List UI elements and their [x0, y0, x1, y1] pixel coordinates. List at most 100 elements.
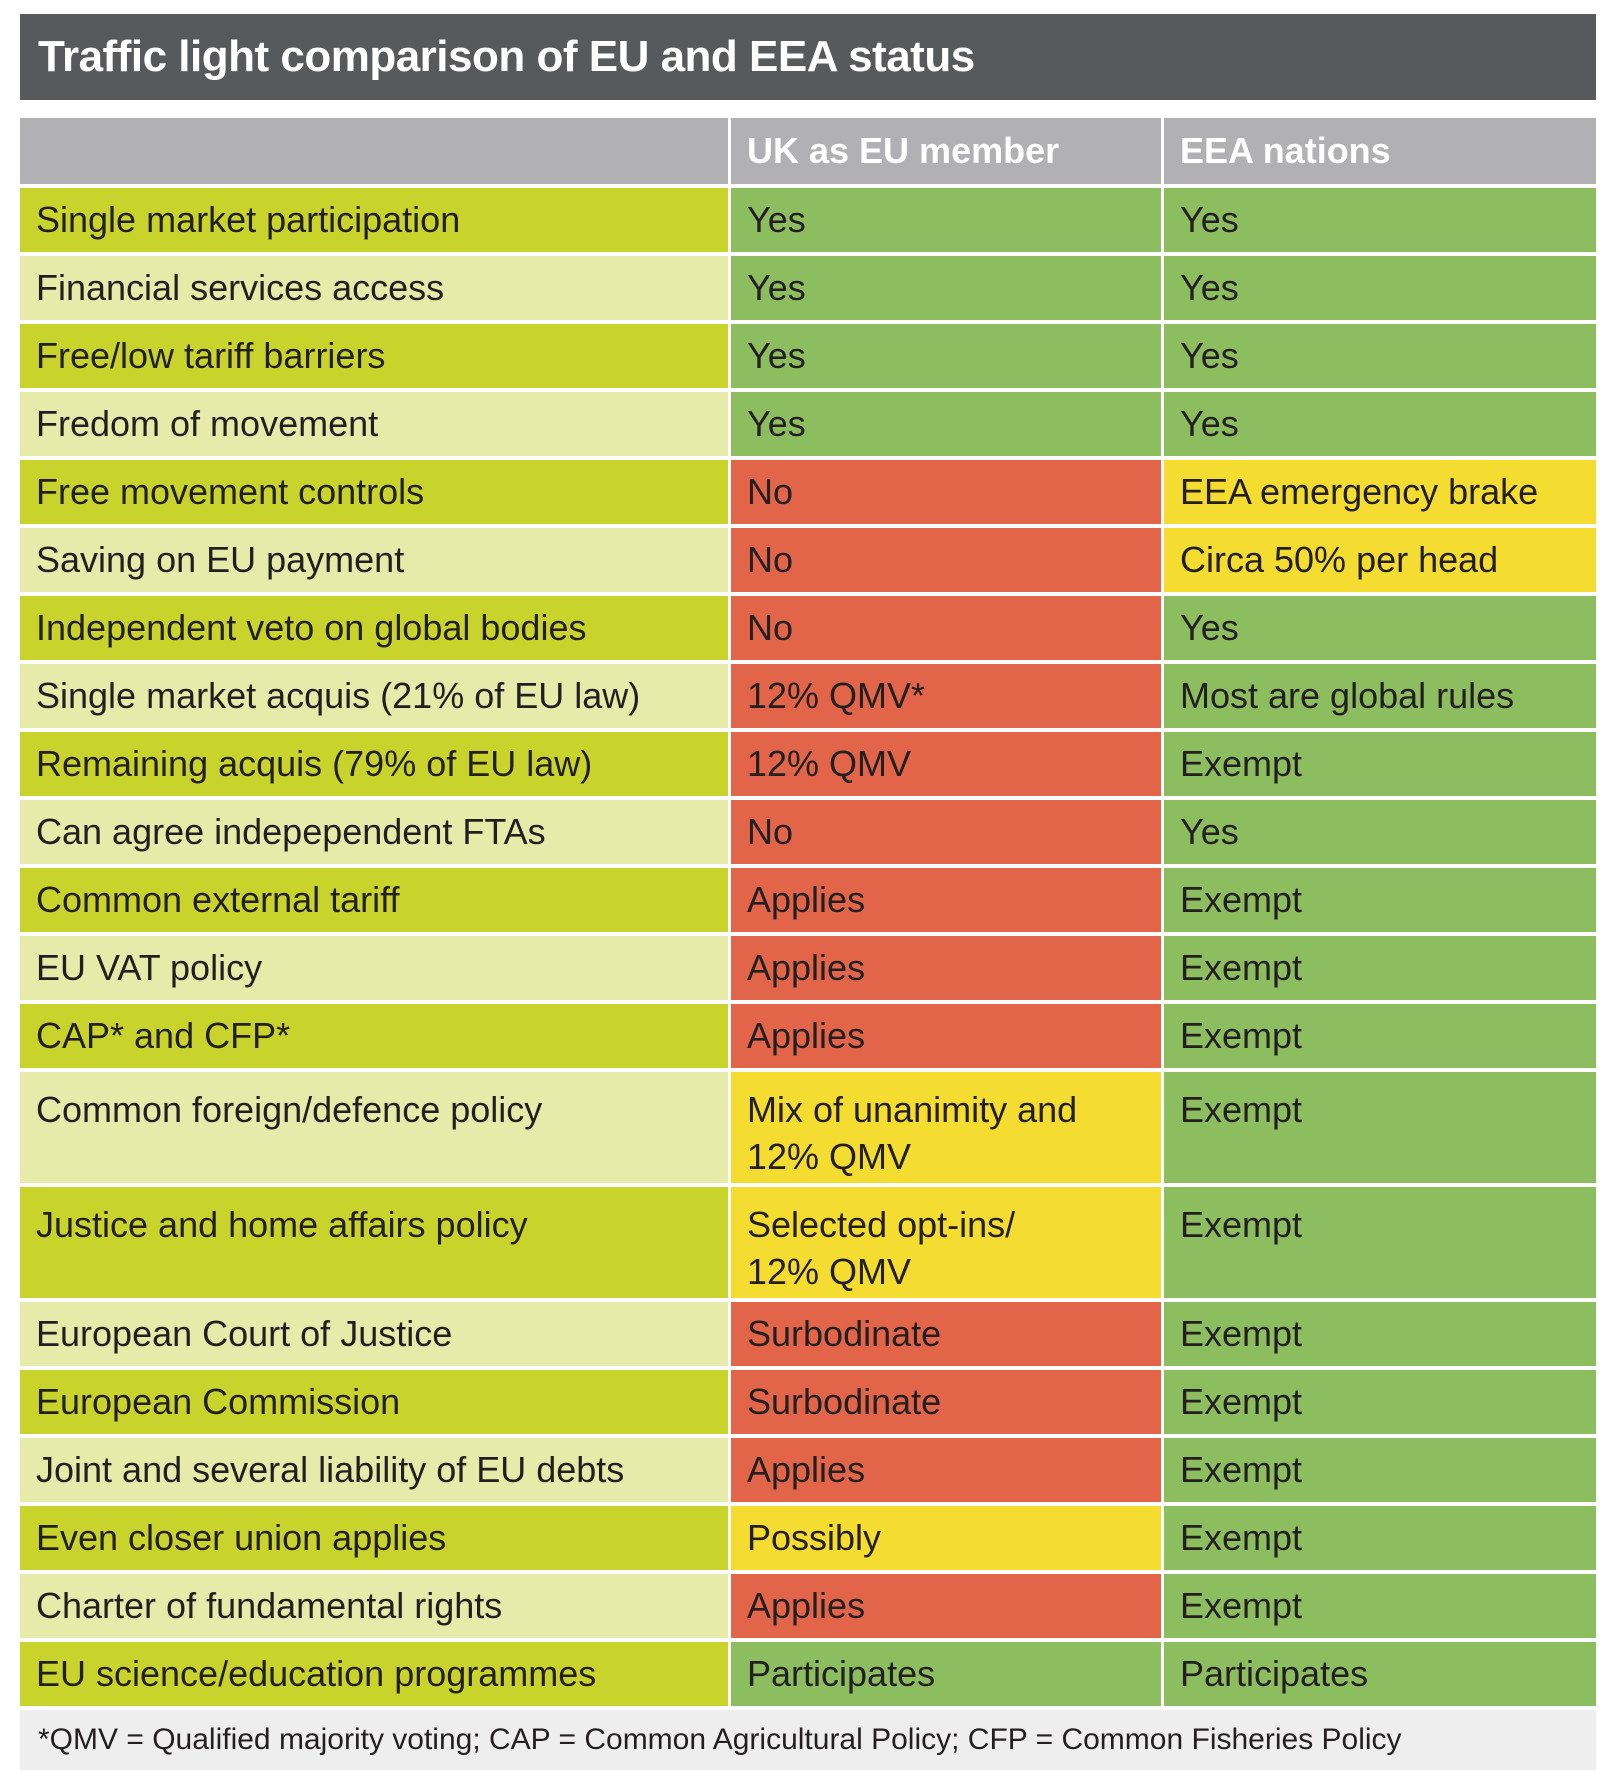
eea-status-cell: Exempt — [1164, 868, 1596, 932]
row-label-text: Can agree indepependent FTAs — [36, 811, 546, 852]
row-label: Remaining acquis (79% of EU law) — [20, 732, 728, 796]
row-label-text: Remaining acquis (79% of EU law) — [36, 743, 593, 784]
row-label: CAP* and CFP* — [20, 1004, 728, 1068]
header-blank-cell — [20, 118, 728, 184]
uk-status-cell-text: 12% QMV — [747, 743, 912, 784]
uk-status-cell-text: Yes — [747, 199, 806, 240]
eea-status-cell-text: Exempt — [1180, 1449, 1303, 1490]
page-title: Traffic light comparison of EU and EEA s… — [20, 14, 1596, 100]
uk-status-cell-text: Applies — [747, 1449, 866, 1490]
eea-status-cell-text: EEA emergency brake — [1180, 471, 1539, 512]
uk-status-cell-text: No — [747, 539, 794, 580]
row-label-text: European Court of Justice — [36, 1313, 453, 1354]
uk-status-cell-text: No — [747, 811, 794, 852]
uk-status-cell-text: Mix of unanimity and 12% QMV — [747, 1089, 1078, 1177]
eea-status-cell: Yes — [1164, 256, 1596, 320]
eea-status-cell-text: Exempt — [1180, 1089, 1303, 1130]
row-label: Saving on EU payment — [20, 528, 728, 592]
row-label: Justice and home affairs policy — [20, 1187, 728, 1298]
uk-status-cell-text: No — [747, 607, 794, 648]
eea-status-cell-text: Exempt — [1180, 1204, 1303, 1245]
uk-status-cell-text: Yes — [747, 267, 806, 308]
uk-status-cell: No — [731, 800, 1161, 864]
uk-status-cell-text: Participates — [747, 1653, 936, 1694]
row-label-text: Single market participation — [36, 199, 461, 240]
footnote: *QMV = Qualified majority voting; CAP = … — [20, 1710, 1596, 1770]
eea-status-cell: Exempt — [1164, 1004, 1596, 1068]
eea-status-cell-text: Circa 50% per head — [1180, 539, 1499, 580]
row-label-text: EU science/education programmes — [36, 1653, 597, 1694]
row-label: Even closer union applies — [20, 1506, 728, 1570]
row-label-text: Financial services access — [36, 267, 445, 308]
eea-status-cell-text: Exempt — [1180, 879, 1303, 920]
comparison-infographic: Traffic light comparison of EU and EEA s… — [20, 14, 1596, 1770]
row-label: Free movement controls — [20, 460, 728, 524]
uk-status-cell: Applies — [731, 1438, 1161, 1502]
eea-status-cell: Exempt — [1164, 1506, 1596, 1570]
row-label: Common foreign/defence policy — [20, 1072, 728, 1183]
eea-status-cell: Exempt — [1164, 732, 1596, 796]
row-label-text: Justice and home affairs policy — [36, 1204, 528, 1245]
row-label-text: Joint and several liability of EU debts — [36, 1449, 625, 1490]
uk-status-cell-text: Yes — [747, 335, 806, 376]
eea-status-cell: Yes — [1164, 596, 1596, 660]
eea-status-cell: Yes — [1164, 392, 1596, 456]
uk-status-cell: 12% QMV — [731, 732, 1161, 796]
uk-status-cell-text: Yes — [747, 403, 806, 444]
row-label-text: EU VAT policy — [36, 947, 263, 988]
uk-status-cell: Surbodinate — [731, 1302, 1161, 1366]
eea-status-cell: Participates — [1164, 1642, 1596, 1706]
uk-status-cell-text: Surbodinate — [747, 1381, 942, 1422]
eea-status-cell: Exempt — [1164, 936, 1596, 1000]
eea-status-cell-text: Yes — [1180, 811, 1239, 852]
uk-status-cell: No — [731, 460, 1161, 524]
uk-status-cell: Yes — [731, 324, 1161, 388]
row-label-text: Free/low tariff barriers — [36, 335, 386, 376]
row-label: Charter of fundamental rights — [20, 1574, 728, 1638]
uk-status-cell-text: No — [747, 471, 794, 512]
eea-status-cell-text: Yes — [1180, 267, 1239, 308]
row-label: European Court of Justice — [20, 1302, 728, 1366]
eea-status-cell: Exempt — [1164, 1302, 1596, 1366]
row-label: EU VAT policy — [20, 936, 728, 1000]
uk-status-cell: Participates — [731, 1642, 1161, 1706]
eea-status-cell: EEA emergency brake — [1164, 460, 1596, 524]
row-label-text: Single market acquis (21% of EU law) — [36, 675, 641, 716]
uk-status-cell-text: Applies — [747, 879, 866, 920]
row-label-text: Saving on EU payment — [36, 539, 405, 580]
row-label: Can agree indepependent FTAs — [20, 800, 728, 864]
comparison-table: UK as EU member EEA nations Single marke… — [20, 118, 1596, 1706]
uk-status-cell-text: Surbodinate — [747, 1313, 942, 1354]
row-label: Common external tariff — [20, 868, 728, 932]
row-label-text: Even closer union applies — [36, 1517, 447, 1558]
row-label-text: Common foreign/defence policy — [36, 1089, 543, 1130]
row-label: Independent veto on global bodies — [20, 596, 728, 660]
uk-status-cell: Possibly — [731, 1506, 1161, 1570]
eea-status-cell-text: Exempt — [1180, 1381, 1303, 1422]
eea-status-cell-text: Exempt — [1180, 1517, 1303, 1558]
header-eea-nations: EEA nations — [1164, 118, 1596, 184]
row-label-text: Charter of fundamental rights — [36, 1585, 503, 1626]
uk-status-cell: Applies — [731, 1004, 1161, 1068]
uk-status-cell-text: 12% QMV* — [747, 675, 926, 716]
uk-status-cell: 12% QMV* — [731, 664, 1161, 728]
eea-status-cell-text: Exempt — [1180, 1015, 1303, 1056]
uk-status-cell: Yes — [731, 188, 1161, 252]
uk-status-cell-text: Selected opt-ins/ 12% QMV — [747, 1204, 1016, 1292]
eea-status-cell: Exempt — [1164, 1438, 1596, 1502]
uk-status-cell: Surbodinate — [731, 1370, 1161, 1434]
eea-status-cell: Yes — [1164, 800, 1596, 864]
eea-status-cell: Yes — [1164, 324, 1596, 388]
eea-status-cell-text: Most are global rules — [1180, 675, 1515, 716]
eea-status-cell-text: Exempt — [1180, 1585, 1303, 1626]
eea-status-cell-text: Yes — [1180, 335, 1239, 376]
eea-status-cell: Most are global rules — [1164, 664, 1596, 728]
row-label: Financial services access — [20, 256, 728, 320]
row-label-text: Independent veto on global bodies — [36, 607, 587, 648]
eea-status-cell: Exempt — [1164, 1187, 1596, 1298]
uk-status-cell-text: Applies — [747, 1015, 866, 1056]
uk-status-cell: Mix of unanimity and 12% QMV — [731, 1072, 1161, 1183]
uk-status-cell-text: Possibly — [747, 1517, 882, 1558]
uk-status-cell: Selected opt-ins/ 12% QMV — [731, 1187, 1161, 1298]
eea-status-cell-text: Yes — [1180, 607, 1239, 648]
